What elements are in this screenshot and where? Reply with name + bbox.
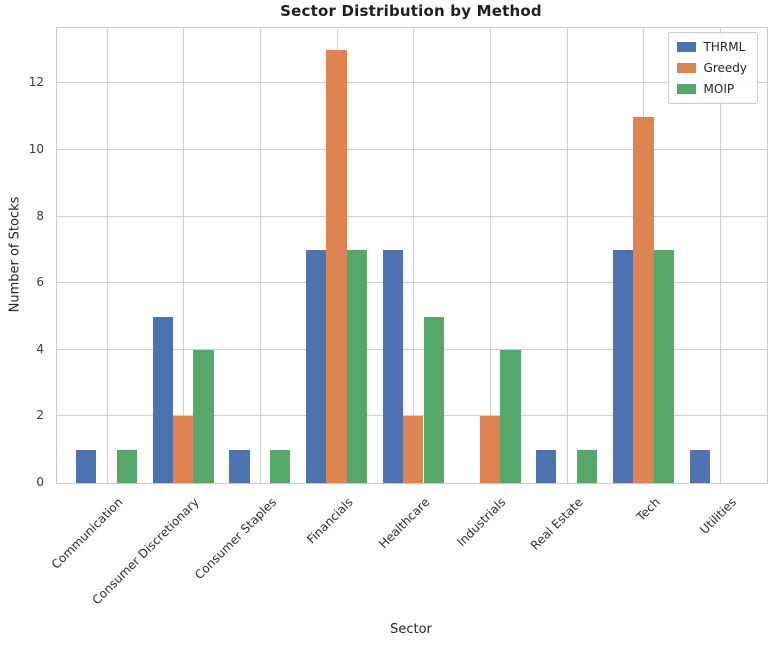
bar-thrml-3 — [306, 249, 327, 483]
x-tick-label: Consumer Staples — [191, 495, 279, 583]
y-gridline — [57, 348, 767, 350]
bar-greedy-7 — [633, 116, 654, 483]
x-axis-ticks: Communication Consumer Discretionary Consu… — [49, 483, 766, 613]
y-axis-ticks: 0 2 4 6 8 10 12 — [0, 27, 44, 489]
x-tick-label: Real Estate — [527, 495, 586, 553]
plot-area: THRML Greedy MOIP — [56, 27, 768, 484]
bar-moip-7 — [653, 249, 674, 483]
x-gridline — [183, 28, 185, 483]
x-tick-label: Utilities — [697, 495, 740, 537]
bar-moip-0 — [116, 449, 138, 483]
bar-thrml-8 — [689, 449, 710, 483]
x-tick-label: Industrials — [454, 495, 509, 550]
x-gridline — [720, 28, 722, 483]
legend: THRML Greedy MOIP — [667, 32, 758, 104]
x-tick-label: Financials — [304, 495, 356, 547]
y-tick-label: 0 — [36, 475, 44, 489]
y-gridline — [57, 415, 767, 417]
legend-swatch-moip — [676, 84, 696, 94]
bar-moip-6 — [576, 449, 598, 483]
y-gridline — [57, 282, 767, 284]
bar-greedy-1 — [173, 416, 194, 483]
y-tick-label: 10 — [28, 142, 44, 156]
x-gridline — [106, 28, 108, 483]
bar-moip-5 — [500, 349, 521, 483]
y-tick-label: 2 — [36, 408, 44, 423]
x-tick-label: Communication — [48, 495, 126, 572]
legend-label: MOIP — [703, 82, 735, 96]
bar-thrml-6 — [536, 449, 557, 483]
y-gridline — [57, 149, 767, 150]
legend-label: Greedy — [703, 61, 747, 75]
legend-swatch-thrml — [676, 42, 696, 52]
x-axis-label: Sector — [390, 622, 432, 637]
x-gridline — [490, 28, 491, 483]
legend-item: MOIP — [676, 82, 747, 96]
y-tick-label: 12 — [28, 75, 44, 90]
legend-label: THRML — [703, 40, 746, 54]
legend-item: THRML — [676, 40, 747, 54]
x-tick-label: Tech — [633, 495, 663, 524]
legend-item: Greedy — [676, 61, 747, 75]
y-tick-label: 8 — [36, 208, 44, 223]
bar-thrml-7 — [612, 249, 634, 483]
bar-moip-1 — [193, 349, 214, 483]
legend-swatch-greedy — [676, 63, 696, 73]
bar-thrml-2 — [229, 449, 250, 483]
chart-title: Sector Distribution by Method — [280, 2, 542, 20]
bar-greedy-5 — [479, 416, 501, 483]
bar-moip-4 — [423, 316, 444, 483]
bar-thrml-4 — [382, 249, 404, 483]
bar-greedy-4 — [403, 416, 424, 483]
y-gridline — [57, 215, 767, 217]
x-gridline — [259, 28, 261, 483]
bar-moip-2 — [270, 449, 291, 483]
y-gridline — [57, 82, 767, 84]
x-gridline — [566, 28, 568, 483]
y-tick-label: 6 — [36, 275, 44, 290]
y-tick-label: 4 — [36, 341, 44, 356]
bar-thrml-1 — [152, 316, 173, 483]
bar-moip-3 — [346, 249, 368, 483]
bar-thrml-0 — [75, 449, 97, 483]
x-tick-label: Healthcare — [376, 495, 433, 552]
bar-greedy-3 — [326, 50, 347, 483]
x-gridline — [413, 28, 415, 483]
